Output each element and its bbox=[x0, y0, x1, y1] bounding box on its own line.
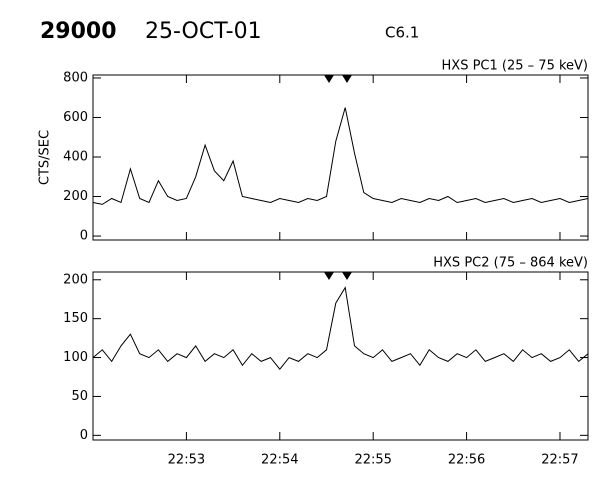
x-tick-label: 22:57 bbox=[541, 453, 578, 468]
y-tick-label: 0 bbox=[80, 229, 88, 244]
event-date: 25-OCT-01 bbox=[145, 19, 262, 44]
y-tick-label: 50 bbox=[71, 389, 88, 404]
marker bbox=[342, 272, 352, 280]
y-tick-label: 100 bbox=[63, 350, 88, 365]
marker bbox=[342, 75, 352, 83]
x-tick-label: 22:56 bbox=[448, 453, 485, 468]
y-tick-label: 400 bbox=[63, 150, 88, 165]
x-tick-label: 22:53 bbox=[168, 453, 205, 468]
y-tick-label: 0 bbox=[80, 428, 88, 443]
event-id: 29000 bbox=[40, 19, 117, 44]
y-tick-label: 200 bbox=[63, 272, 88, 287]
x-tick-label: 22:55 bbox=[354, 453, 391, 468]
marker bbox=[324, 75, 334, 83]
y-tick-label: 800 bbox=[63, 70, 88, 85]
y-tick-label: 200 bbox=[63, 189, 88, 204]
data-line bbox=[92, 107, 589, 205]
y-tick-label: 600 bbox=[63, 110, 88, 125]
panel-title: HXS PC2 (75 – 864 keV) bbox=[433, 256, 588, 271]
marker bbox=[324, 272, 334, 280]
y-tick-label: 150 bbox=[63, 311, 88, 326]
y-axis-label: CTS/SEC bbox=[38, 130, 53, 185]
panel-title: HXS PC1 (25 – 75 keV) bbox=[442, 59, 588, 74]
plot-frame bbox=[92, 271, 589, 441]
flare-class: C6.1 bbox=[385, 24, 419, 42]
x-tick-label: 22:54 bbox=[261, 453, 298, 468]
data-line bbox=[92, 286, 589, 370]
